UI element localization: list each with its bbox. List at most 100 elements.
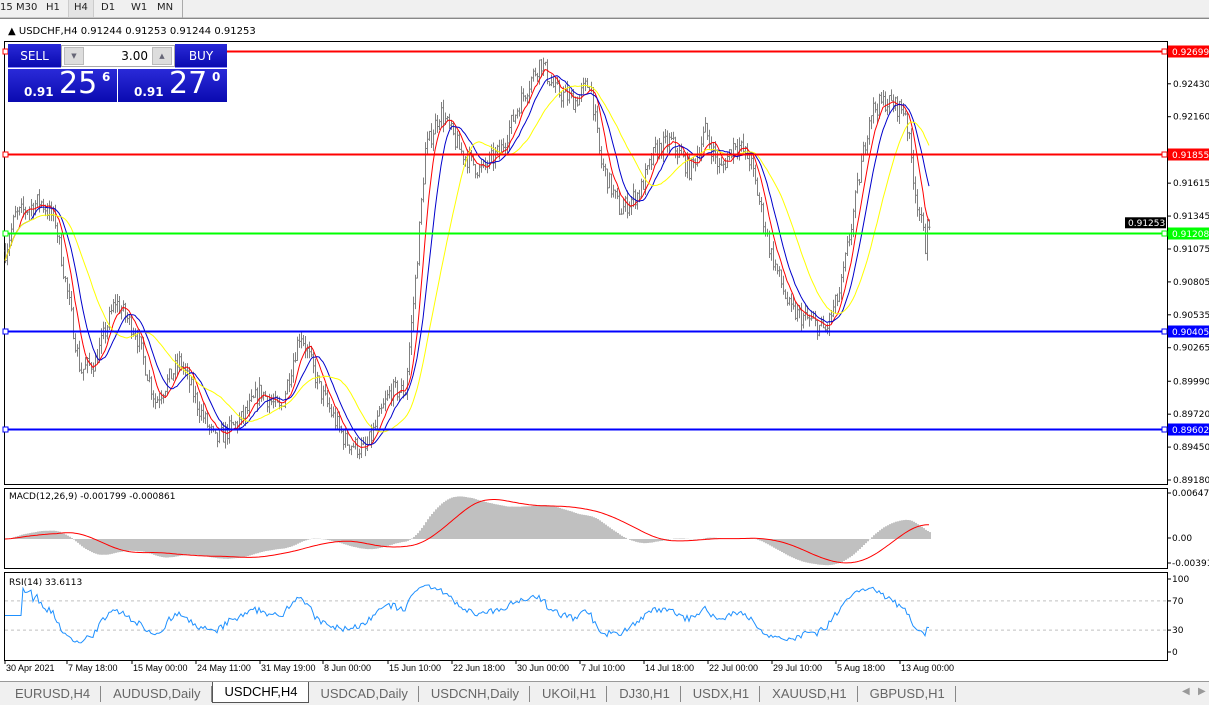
ohlc-bar [844,252,847,272]
macd-bar [269,539,271,551]
macd-bar [87,539,89,551]
ohlc-bar [816,319,819,340]
macd-bar [273,539,275,550]
tab-gbpusd-h1[interactable]: GBPUSD,H1 [858,686,956,702]
ohlc-bar [874,101,877,113]
price-tick-label: 0.89450 [1173,443,1209,453]
ohlc-bar [78,340,81,373]
sell-price[interactable]: 0.91 25 6 [8,69,117,102]
macd-bar [785,539,787,555]
ohlc-bar [334,407,337,431]
macd-bar [865,539,867,544]
ohlc-bar [862,141,865,162]
ohlc-bar [130,314,133,339]
horizontal-line-price: 0.90405 [1172,328,1209,338]
macd-bar [521,506,523,539]
macd-bar [209,539,211,558]
scroll-left-icon[interactable]: ◀ [1182,686,1190,697]
lot-size-input[interactable]: 3.00 [121,49,148,63]
macd-bar [639,539,641,543]
macd-bar [461,496,463,539]
ohlc-bar [382,398,385,409]
macd-bar [163,539,165,558]
macd-bar [463,496,465,539]
tab-usdcnh-daily[interactable]: USDCNH,Daily [419,686,531,702]
ohlc-bar [384,390,387,412]
sell-button[interactable]: SELL [8,44,61,68]
timeframe-M30[interactable]: M30 [16,2,38,13]
timeframe-H4[interactable]: H4 [68,0,94,17]
macd-bar [595,518,597,539]
ohlc-bar [434,113,437,135]
macd-bar [359,539,361,549]
tab-usdchf-h4[interactable]: USDCHF,H4 [211,682,309,703]
macd-bar [167,539,169,558]
macd-bar [55,530,57,539]
tab-usdcad-daily[interactable]: USDCAD,Daily [309,686,419,702]
ohlc-bar [916,189,919,217]
ohlc-bar [246,400,249,415]
ohlc-bar [218,428,221,444]
ohlc-bar [144,355,147,376]
macd-bar [161,539,163,558]
macd-bar [193,539,195,555]
ohlc-bar [122,300,125,312]
macd-bar [565,509,567,539]
macd-bar [81,539,83,547]
ohlc-bar [102,321,105,340]
macd-bar [587,515,589,539]
tab-xauusd-h1[interactable]: XAUUSD,H1 [760,686,858,702]
macd-bar [445,500,447,539]
macd-signal-line [4,499,930,564]
timeframe-D1[interactable]: D1 [101,2,116,13]
macd-histogram [5,496,931,566]
ohlc-bar [72,306,75,340]
tab-usdx-h1[interactable]: USDX,H1 [681,686,761,702]
macd-bar [229,539,231,559]
tab-label: UKOil,H1 [542,686,597,701]
tab-dj30-h1[interactable]: DJ30,H1 [607,686,681,702]
ohlc-bar [302,335,305,347]
macd-bar [103,539,105,555]
ohlc-bar [768,230,771,259]
timeframe-W1[interactable]: W1 [131,2,148,13]
ohlc-bar [358,448,361,460]
timeframe-15[interactable]: 15 [0,2,13,13]
macd-bar [69,536,71,539]
scroll-right-icon[interactable]: ▶ [1198,686,1206,697]
tab-audusd-daily[interactable]: AUDUSD,Daily [101,686,212,702]
macd-bar [831,539,833,565]
ohlc-bar [518,107,521,117]
one-click-trading-panel: SELL ▼ 3.00 ▲ BUY 0.91 25 6 0.91 27 0 [8,44,227,102]
macd-bar [819,539,821,565]
ohlc-bar [324,383,327,396]
macd-bar [71,537,73,539]
macd-bar [471,497,473,539]
lot-decrease-icon[interactable]: ▼ [64,47,84,65]
collapse-triangle-icon[interactable]: ▲ [8,26,16,37]
macd-bar [185,539,187,556]
buy-button[interactable]: BUY [175,44,227,68]
macd-bar [871,537,873,539]
macd-bar [297,539,299,544]
timeframe-MN[interactable]: MN [157,2,174,13]
tab-ukoil-h1[interactable]: UKOil,H1 [530,686,608,702]
macd-bar [619,534,621,539]
macd-bar [361,539,363,549]
ohlc-bar [408,342,411,376]
chart-canvas[interactable]: 0.92430 0.92160 0.91615 0.91345 0.91075 0.908… [0,19,1209,682]
chart-window[interactable]: 0.92430 0.92160 0.91615 0.91345 0.91075 0.908… [0,18,1209,681]
price-tick-label: 0.92160 [1173,113,1209,123]
tab-label: EURUSD,H4 [15,686,91,701]
ohlc-bar [226,424,229,445]
buy-price[interactable]: 0.91 27 0 [118,69,227,102]
tab-eurusd-h4[interactable]: EURUSD,H4 [3,686,102,702]
time-label: 13 Aug 00:00 [901,663,954,673]
timeframe-H1[interactable]: H1 [46,2,60,13]
ohlc-bar [206,410,209,428]
macd-bar [795,539,797,560]
lot-size-stepper[interactable]: ▼ 3.00 ▲ [61,45,175,67]
ohlc-bar [484,157,487,171]
lot-increase-icon[interactable]: ▲ [152,47,172,65]
ohlc-bar [436,114,439,133]
